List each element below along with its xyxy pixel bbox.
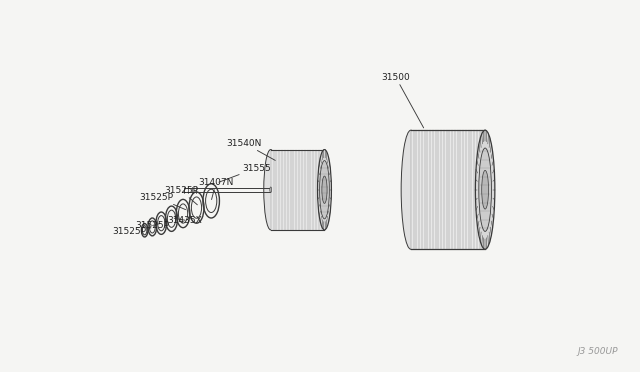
Ellipse shape (317, 150, 332, 230)
Ellipse shape (264, 150, 278, 230)
Ellipse shape (401, 130, 420, 249)
Ellipse shape (319, 161, 330, 219)
Ellipse shape (157, 216, 165, 231)
Ellipse shape (149, 221, 156, 233)
Ellipse shape (168, 210, 175, 227)
Text: 31435X: 31435X (168, 216, 202, 225)
Text: 31540N: 31540N (227, 139, 275, 160)
Text: 31525P: 31525P (164, 186, 198, 205)
Ellipse shape (270, 187, 271, 192)
Text: 31525P: 31525P (140, 193, 186, 210)
Text: J3 500UP: J3 500UP (577, 347, 618, 356)
Ellipse shape (143, 226, 147, 235)
Ellipse shape (479, 148, 492, 231)
Ellipse shape (322, 176, 327, 203)
Ellipse shape (179, 204, 188, 223)
Ellipse shape (482, 170, 488, 209)
Text: 31500: 31500 (381, 73, 424, 128)
Text: 31555: 31555 (219, 164, 271, 182)
Ellipse shape (476, 130, 495, 249)
Text: 31525P: 31525P (112, 227, 151, 236)
Ellipse shape (205, 189, 217, 212)
Text: 31407N: 31407N (198, 178, 234, 199)
Bar (271, 150, 324, 230)
Ellipse shape (191, 197, 202, 218)
Bar (411, 130, 485, 249)
Text: 31525P: 31525P (136, 221, 170, 230)
